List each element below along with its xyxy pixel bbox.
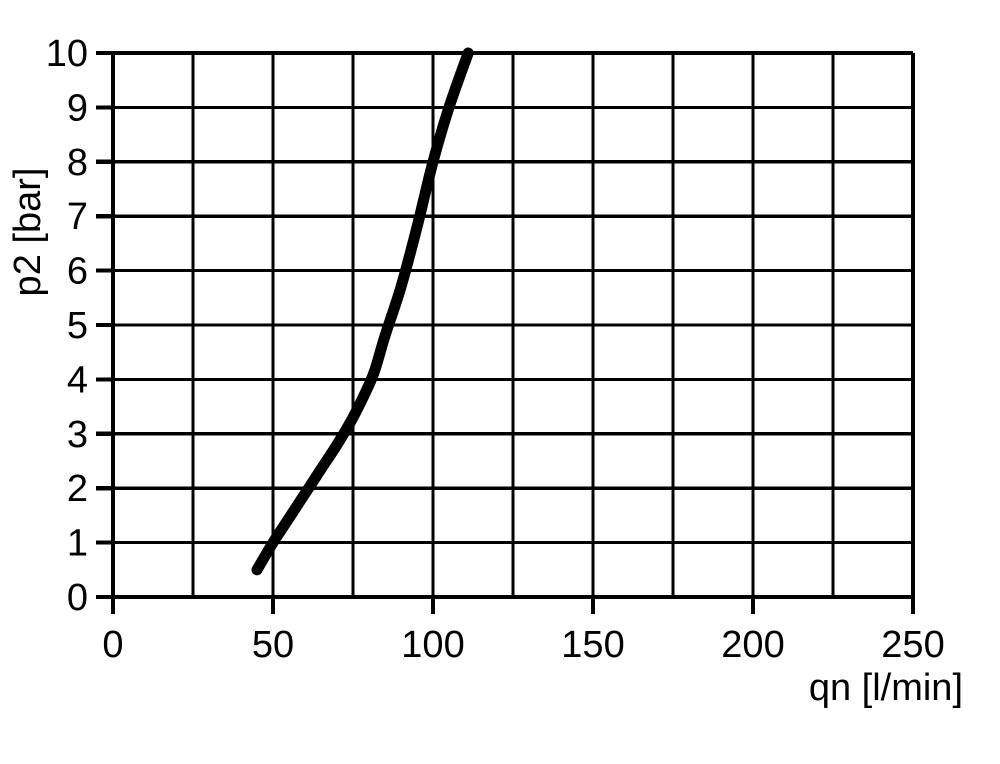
y-axis-tick-marks: [96, 50, 113, 600]
y-axis-title: p2 [bar]: [7, 168, 49, 297]
y-tick-label: 8: [67, 142, 88, 184]
y-tick-label: 3: [67, 414, 88, 456]
y-tick-label: 1: [67, 523, 88, 565]
x-axis-title: qn [l/min]: [809, 667, 963, 709]
x-axis-tick-labels: 0 50 100 150 200 250: [102, 624, 944, 666]
y-tick-label: 0: [67, 577, 88, 619]
y-tick-label: 2: [67, 468, 88, 510]
y-tick-label: 5: [67, 305, 88, 347]
x-tick-label: 0: [102, 624, 123, 666]
x-axis-tick-marks: [110, 597, 916, 614]
y-tick-label: 7: [67, 196, 88, 238]
y-axis-tick-labels: 0 1 2 3 4 5 6 7 8 9 10: [46, 33, 88, 619]
y-tick-label: 6: [67, 251, 88, 293]
y-tick-label: 9: [67, 87, 88, 129]
x-tick-label: 50: [252, 624, 294, 666]
x-tick-label: 150: [561, 624, 624, 666]
x-tick-label: 200: [721, 624, 784, 666]
y-tick-label: 4: [67, 359, 88, 401]
data-series-flow-characteristic: [251, 47, 474, 576]
x-tick-label: 100: [401, 624, 464, 666]
y-tick-label: 10: [46, 33, 88, 75]
x-tick-label: 250: [881, 624, 944, 666]
